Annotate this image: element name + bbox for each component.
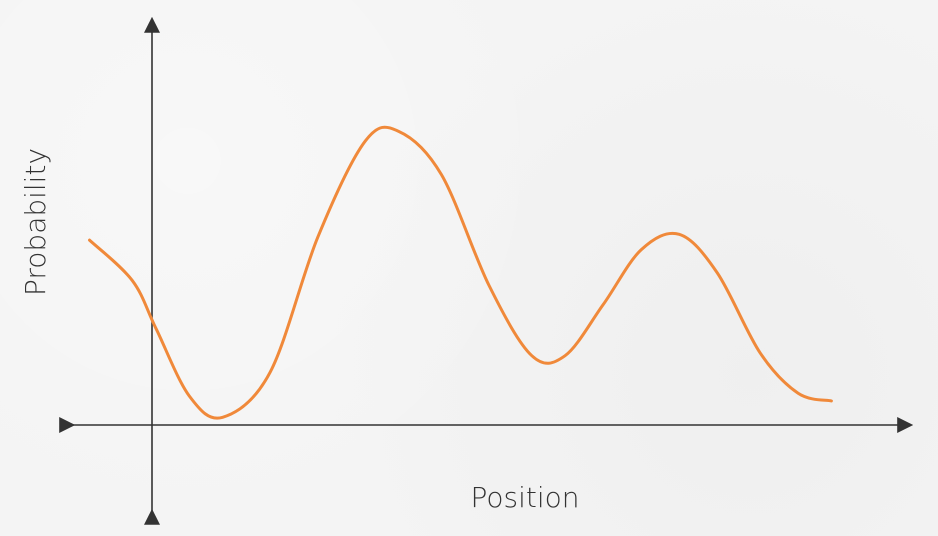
y-axis-label: Probability bbox=[19, 148, 52, 296]
probability-curve bbox=[88, 125, 833, 420]
x-axis-label: Position bbox=[470, 481, 579, 514]
